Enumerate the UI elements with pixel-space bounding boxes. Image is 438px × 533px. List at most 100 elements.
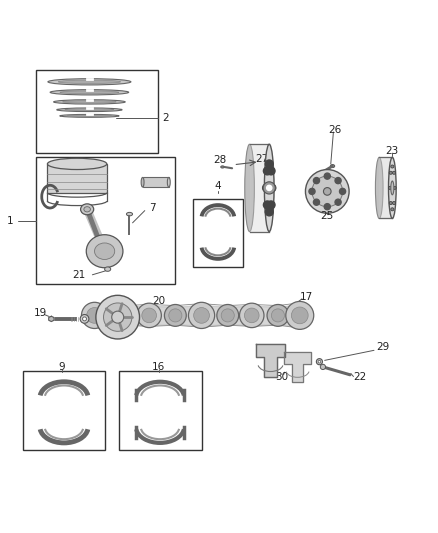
Text: 25: 25	[321, 211, 334, 221]
Ellipse shape	[127, 212, 133, 216]
Circle shape	[314, 199, 320, 205]
Ellipse shape	[375, 157, 383, 219]
Ellipse shape	[245, 144, 254, 231]
Ellipse shape	[221, 166, 224, 168]
Ellipse shape	[86, 235, 123, 268]
Ellipse shape	[53, 100, 125, 104]
Circle shape	[263, 201, 271, 209]
Ellipse shape	[137, 303, 161, 328]
Circle shape	[265, 160, 273, 168]
Ellipse shape	[392, 201, 396, 205]
Text: 9: 9	[59, 362, 65, 372]
Ellipse shape	[47, 158, 107, 169]
Ellipse shape	[67, 115, 112, 117]
Ellipse shape	[389, 187, 392, 189]
Circle shape	[267, 185, 272, 190]
Ellipse shape	[286, 302, 314, 329]
Ellipse shape	[164, 304, 186, 326]
Ellipse shape	[267, 304, 289, 326]
Ellipse shape	[393, 187, 396, 189]
Ellipse shape	[84, 207, 90, 212]
Circle shape	[335, 177, 341, 184]
Ellipse shape	[87, 308, 102, 323]
Text: 27: 27	[255, 154, 268, 164]
Ellipse shape	[60, 91, 119, 94]
Ellipse shape	[80, 314, 89, 323]
Circle shape	[263, 167, 271, 175]
Ellipse shape	[389, 201, 392, 205]
Circle shape	[324, 173, 330, 179]
Circle shape	[324, 204, 330, 210]
Ellipse shape	[141, 177, 144, 187]
Ellipse shape	[119, 309, 132, 322]
Text: 7: 7	[149, 204, 156, 213]
Ellipse shape	[96, 295, 140, 339]
Bar	[35, 70, 158, 153]
Circle shape	[263, 184, 271, 192]
Circle shape	[265, 208, 273, 216]
Ellipse shape	[291, 307, 308, 324]
Ellipse shape	[323, 188, 331, 195]
Ellipse shape	[48, 79, 131, 85]
Ellipse shape	[167, 177, 170, 187]
Ellipse shape	[188, 302, 215, 328]
Text: 4: 4	[214, 181, 221, 191]
Ellipse shape	[389, 171, 392, 174]
Ellipse shape	[389, 157, 396, 219]
Text: 23: 23	[386, 146, 399, 156]
Ellipse shape	[272, 309, 285, 322]
Ellipse shape	[58, 80, 120, 84]
Ellipse shape	[169, 309, 182, 322]
Text: 30: 30	[276, 372, 289, 382]
Ellipse shape	[105, 267, 111, 271]
Bar	[22, 372, 106, 450]
Ellipse shape	[95, 243, 115, 260]
Polygon shape	[49, 316, 54, 321]
Text: 26: 26	[328, 125, 341, 135]
Polygon shape	[285, 352, 311, 382]
Ellipse shape	[194, 308, 209, 323]
Text: 29: 29	[376, 342, 389, 352]
Ellipse shape	[330, 165, 335, 167]
Bar	[193, 199, 243, 266]
Text: 19: 19	[33, 308, 46, 318]
Ellipse shape	[217, 304, 239, 326]
Bar	[143, 177, 169, 187]
Ellipse shape	[244, 308, 259, 323]
Circle shape	[267, 201, 275, 209]
Ellipse shape	[60, 115, 119, 117]
Text: 21: 21	[73, 270, 86, 280]
Ellipse shape	[50, 90, 129, 95]
Ellipse shape	[240, 303, 264, 328]
Ellipse shape	[305, 169, 349, 213]
Ellipse shape	[57, 108, 122, 111]
Ellipse shape	[316, 359, 322, 365]
Ellipse shape	[81, 302, 108, 328]
Text: 17: 17	[300, 292, 313, 302]
Bar	[119, 372, 201, 450]
Circle shape	[309, 188, 315, 195]
Ellipse shape	[391, 165, 394, 168]
Ellipse shape	[221, 309, 234, 322]
Polygon shape	[256, 344, 285, 377]
Ellipse shape	[391, 181, 394, 195]
Ellipse shape	[63, 101, 116, 103]
Ellipse shape	[81, 204, 94, 215]
Ellipse shape	[320, 364, 325, 369]
Ellipse shape	[392, 171, 396, 174]
Bar	[35, 157, 175, 284]
Circle shape	[339, 188, 346, 195]
Text: 16: 16	[152, 362, 166, 372]
Text: 1: 1	[7, 216, 14, 225]
Circle shape	[314, 177, 320, 184]
Ellipse shape	[312, 176, 343, 207]
Circle shape	[267, 167, 275, 175]
Bar	[47, 164, 107, 193]
Ellipse shape	[112, 311, 124, 323]
Ellipse shape	[265, 144, 274, 231]
Ellipse shape	[318, 360, 321, 363]
Circle shape	[268, 184, 276, 192]
Ellipse shape	[391, 208, 394, 211]
Ellipse shape	[114, 304, 136, 326]
Circle shape	[335, 199, 341, 205]
